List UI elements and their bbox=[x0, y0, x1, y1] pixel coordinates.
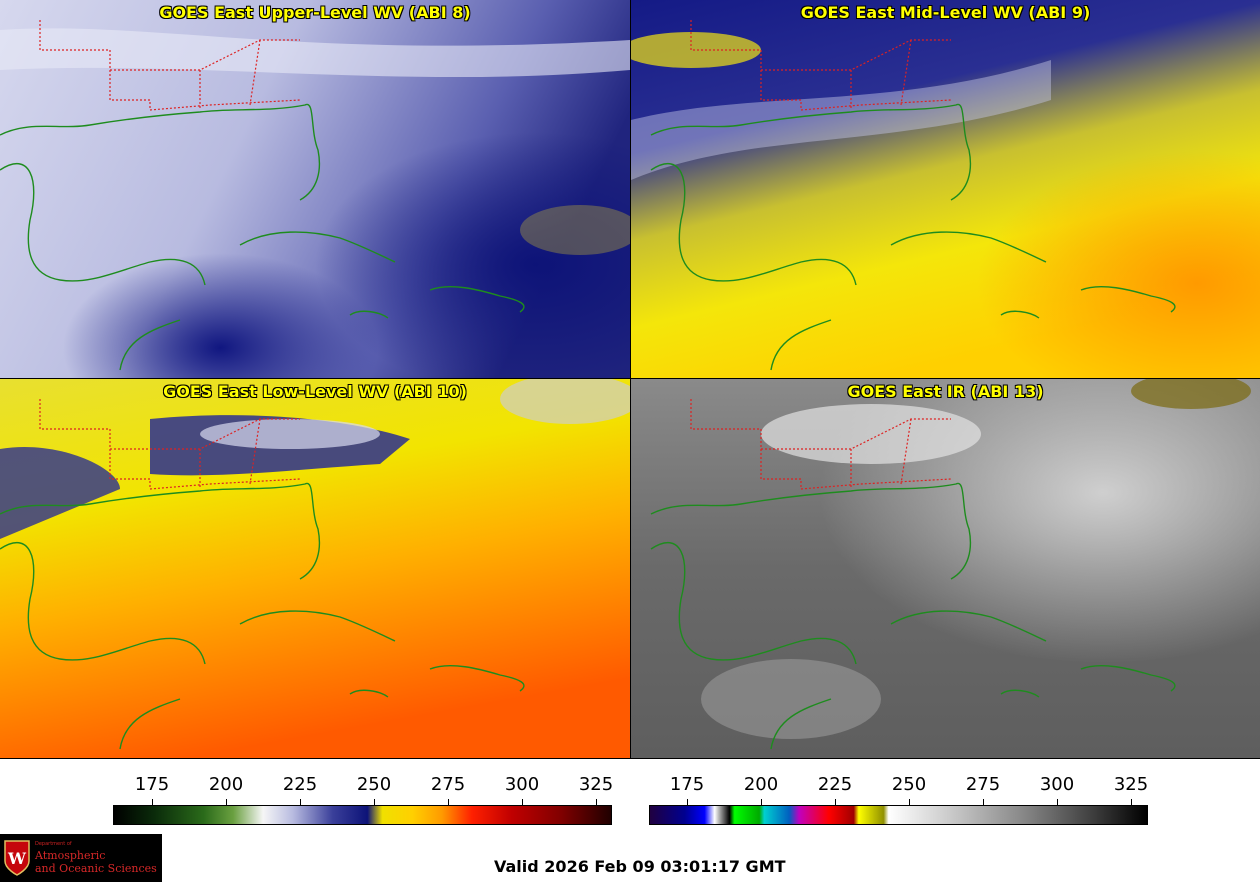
horizontal-divider bbox=[0, 378, 1260, 379]
coastline bbox=[119, 698, 181, 750]
coastline bbox=[890, 231, 1047, 263]
coastline bbox=[349, 689, 389, 698]
logo-dept: Department of bbox=[35, 841, 72, 847]
colorbar-tick-label: 250 bbox=[356, 774, 392, 795]
state-border bbox=[109, 70, 301, 111]
vertical-divider bbox=[630, 0, 631, 758]
uw-crest-icon: W bbox=[4, 840, 30, 876]
low-level-wv-panel: GOES East Low-Level WV (ABI 10) bbox=[0, 379, 630, 758]
colorbar-tick-mark bbox=[835, 799, 836, 805]
colorbar-tick-mark bbox=[374, 799, 375, 805]
colorbar-tick-label: 300 bbox=[504, 774, 540, 795]
coastline bbox=[0, 103, 321, 201]
coastline bbox=[429, 285, 525, 313]
coastline bbox=[890, 610, 1047, 642]
colorbar-tick-label: 200 bbox=[743, 774, 779, 795]
colorbar-tick-label: 275 bbox=[430, 774, 466, 795]
logo-line2: and Oceanic Sciences bbox=[35, 862, 157, 875]
coastline bbox=[429, 664, 525, 692]
colorbar-tick-label: 300 bbox=[1039, 774, 1075, 795]
colorbar-tick-label: 225 bbox=[817, 774, 853, 795]
upper-level-wv-image bbox=[0, 0, 630, 378]
upper-level-wv-panel: GOES East Upper-Level WV (ABI 8) bbox=[0, 0, 630, 378]
ir-colorbar: 175 200 225 250 275 300 325 bbox=[0, 770, 1260, 830]
mid-level-wv-panel: GOES East Mid-Level WV (ABI 9) bbox=[631, 0, 1260, 378]
coastline bbox=[239, 231, 396, 263]
coastline bbox=[1000, 689, 1040, 698]
coastline bbox=[770, 319, 832, 371]
colorbar-tick-mark bbox=[300, 799, 301, 805]
state-border bbox=[109, 449, 301, 490]
wv-colorbar-strip bbox=[113, 805, 612, 825]
ir-colorbar-strip bbox=[649, 805, 1148, 825]
colorbar-tick-mark bbox=[983, 799, 984, 805]
coastline bbox=[770, 698, 832, 750]
coastline bbox=[0, 542, 206, 665]
colorbar-tick-label: 200 bbox=[208, 774, 244, 795]
colorbar-tick-mark bbox=[448, 799, 449, 805]
coastline bbox=[0, 482, 321, 580]
colorbar-tick-label: 175 bbox=[669, 774, 705, 795]
colorbar-tick-mark bbox=[596, 799, 597, 805]
ir-panel: GOES East IR (ABI 13) bbox=[631, 379, 1260, 758]
coastline bbox=[349, 310, 389, 319]
state-border bbox=[760, 449, 952, 490]
colorbar-tick-label: 250 bbox=[891, 774, 927, 795]
valid-time: Valid 2026 Feb 09 03:01:17 GMT bbox=[494, 857, 786, 876]
colorbar-tick-mark bbox=[522, 799, 523, 805]
coastline bbox=[1080, 664, 1176, 692]
low-level-wv-image bbox=[0, 379, 630, 758]
colorbar-tick-mark bbox=[909, 799, 910, 805]
coastline bbox=[650, 103, 972, 201]
coastline bbox=[650, 163, 857, 286]
state-border bbox=[760, 70, 952, 111]
coastline bbox=[0, 163, 206, 286]
ir-image bbox=[631, 379, 1260, 758]
colorbar-tick-mark bbox=[1057, 799, 1058, 805]
colorbar-tick-mark bbox=[687, 799, 688, 805]
colorbar-tick-mark bbox=[761, 799, 762, 805]
mid-level-wv-image bbox=[631, 0, 1260, 378]
aos-logo: W Department of Atmospheric and Oceanic … bbox=[0, 834, 162, 882]
coastline bbox=[650, 542, 857, 665]
colorbar-tick-label: 225 bbox=[282, 774, 318, 795]
svg-text:W: W bbox=[7, 849, 27, 868]
colorbar-tick-label: 275 bbox=[965, 774, 1001, 795]
state-border bbox=[850, 418, 912, 489]
coastline bbox=[650, 482, 972, 580]
coastline bbox=[119, 319, 181, 371]
colorbar-tick-mark bbox=[226, 799, 227, 805]
state-border bbox=[199, 418, 261, 489]
coastline bbox=[1000, 310, 1040, 319]
colorbar-tick-label: 325 bbox=[578, 774, 614, 795]
state-border bbox=[850, 39, 912, 110]
colorbar-tick-label: 175 bbox=[134, 774, 170, 795]
colorbar-tick-label: 325 bbox=[1113, 774, 1149, 795]
bottom-edge bbox=[0, 758, 1260, 759]
state-border bbox=[199, 39, 261, 110]
logo-line1: Atmospheric bbox=[35, 849, 106, 862]
coastline bbox=[1080, 285, 1176, 313]
wv-colorbar: 175 200 225 250 275 300 325 bbox=[0, 770, 630, 830]
colorbar-tick-mark bbox=[1131, 799, 1132, 805]
colorbar-tick-mark bbox=[152, 799, 153, 805]
coastline bbox=[239, 610, 396, 642]
